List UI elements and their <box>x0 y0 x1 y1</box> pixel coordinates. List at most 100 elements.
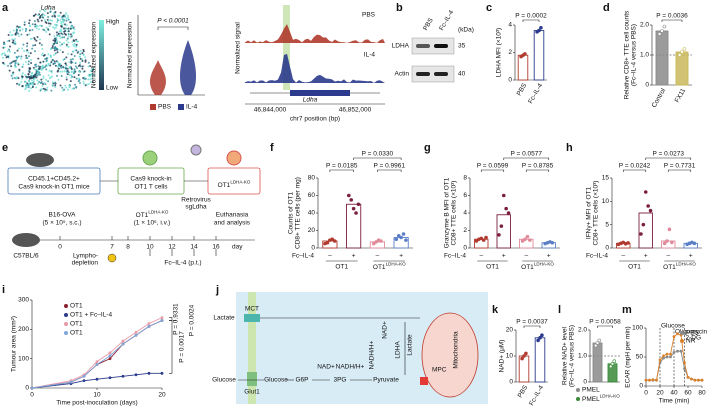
umap-cell <box>5 56 8 59</box>
umap-cell <box>82 53 85 56</box>
umap-cell <box>11 73 14 76</box>
series-point <box>147 322 151 325</box>
data-point <box>520 239 525 243</box>
umap-cell <box>17 47 20 50</box>
umap-cell <box>68 66 71 69</box>
umap-cell <box>52 26 55 29</box>
panel-label: b <box>396 2 403 14</box>
data-point <box>641 222 646 227</box>
data-point <box>639 232 643 236</box>
umap-cell <box>32 14 35 17</box>
treatment-label: Fc–IL-4 <box>586 253 608 260</box>
y-tick-label: 4 <box>508 22 512 29</box>
metabolite: Lactate <box>407 334 414 356</box>
panel-label: e <box>2 142 8 154</box>
violin-ylabel: Normalized expression <box>127 22 134 88</box>
umap-cell <box>31 79 34 82</box>
p-bracket <box>169 320 173 374</box>
umap-cell <box>24 29 27 32</box>
x-tick-label: Fc–IL-4 <box>528 384 545 407</box>
umap-cell <box>82 82 85 85</box>
y-tick-label: 8 <box>463 175 467 182</box>
umap-cell <box>73 76 76 79</box>
umap-cell <box>49 22 52 25</box>
umap-cell <box>36 35 39 38</box>
umap-cell <box>40 25 43 28</box>
umap-cell <box>63 30 66 33</box>
data-point <box>479 236 484 241</box>
data-point <box>474 239 479 243</box>
umap-cell <box>76 66 79 69</box>
umap-cell <box>61 36 64 39</box>
series-point <box>644 378 648 382</box>
umap-cell <box>45 30 48 33</box>
box-text: Cas9 knock-in OT1 mice <box>18 184 90 191</box>
x-axis-label: Time (min) <box>659 398 690 405</box>
data-point <box>374 240 378 244</box>
umap-title: Ldha <box>41 5 56 12</box>
umap-cell <box>9 62 12 65</box>
box-text: sgLdha <box>185 204 207 211</box>
x-tick-label: Control <box>651 87 668 109</box>
umap-cell <box>35 86 38 89</box>
umap-cell <box>11 38 14 41</box>
umap-cell <box>3 63 6 66</box>
y-tick-label: 4 <box>463 210 467 217</box>
umap-cell <box>83 70 86 73</box>
series-point <box>665 352 669 356</box>
umap-cell <box>37 20 40 23</box>
umap-cell <box>65 56 68 59</box>
umap-cell <box>64 13 67 16</box>
umap-cell <box>44 66 47 69</box>
umap-cell <box>65 43 68 46</box>
lane-label: PBS <box>422 17 435 32</box>
umap-cell <box>69 27 72 30</box>
data-point <box>325 240 330 245</box>
day-unit: day <box>232 244 243 251</box>
host-label: C57BL/6 <box>13 253 39 260</box>
umap-cell <box>64 27 67 30</box>
data-point <box>332 239 337 243</box>
umap-cell <box>56 61 59 64</box>
x-tick-label: 10 <box>93 392 101 399</box>
umap-cell <box>26 49 29 52</box>
umap-cell <box>6 40 9 43</box>
data-point <box>597 338 602 343</box>
umap-cell <box>53 37 56 40</box>
umap-cell <box>46 12 49 15</box>
kda-value: 35 <box>458 43 466 50</box>
label-sup: LDHA-KO <box>386 262 407 267</box>
umap-cell <box>75 77 78 80</box>
umap-cell <box>45 68 48 71</box>
umap-cell <box>56 34 59 37</box>
umap-cell <box>56 21 59 24</box>
umap-cell <box>17 32 20 35</box>
p-bracket <box>667 169 692 172</box>
umap-cell <box>25 54 28 57</box>
umap-cell <box>38 81 41 84</box>
day-label: 12 <box>168 244 176 251</box>
signal-track <box>245 24 385 43</box>
schedule-text: Fc–IL-4 (p.t.) <box>164 260 201 267</box>
umap-cell <box>78 70 81 73</box>
umap-cell <box>71 34 74 37</box>
umap-cell <box>77 50 80 53</box>
mouse-icon <box>26 153 54 167</box>
p-bracket <box>329 169 354 172</box>
panel-label: g <box>424 142 431 154</box>
umap-cell <box>16 28 19 31</box>
gene-exons <box>290 90 350 96</box>
umap-cell <box>73 28 76 31</box>
umap-cell <box>31 23 34 26</box>
umap-cell <box>25 85 28 88</box>
umap-cell <box>60 25 63 28</box>
data-point <box>399 235 403 240</box>
data-point <box>523 52 527 56</box>
y-tick-label: 0 <box>25 385 29 392</box>
umap-cell <box>39 24 42 27</box>
umap-cell <box>30 74 33 77</box>
umap-cell <box>32 77 35 80</box>
row-label: LDHA <box>392 43 410 50</box>
umap-cell <box>58 30 61 33</box>
y-tick-label: 200 <box>18 326 29 333</box>
